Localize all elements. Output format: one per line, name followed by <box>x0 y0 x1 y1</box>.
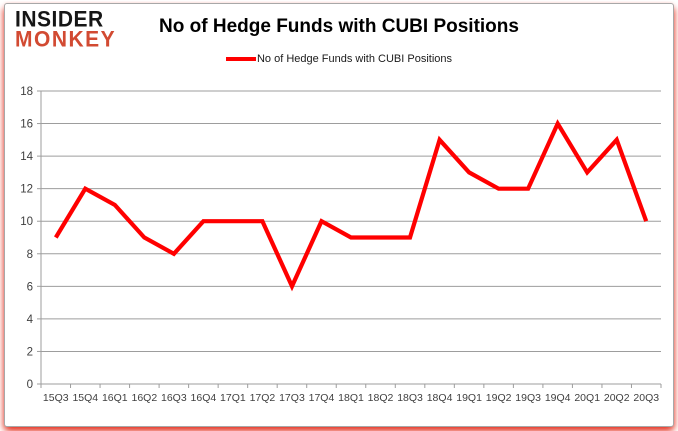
chart-title: No of Hedge Funds with CUBI Positions <box>159 16 519 37</box>
y-axis-label: 10 <box>20 216 33 228</box>
x-axis-label: 16Q3 <box>161 392 187 404</box>
x-axis-label: 18Q1 <box>338 392 364 404</box>
y-axis-label: 0 <box>27 379 33 391</box>
x-axis-label: 19Q2 <box>486 392 512 404</box>
x-axis-label: 20Q3 <box>633 392 659 404</box>
y-axis-label: 6 <box>27 281 33 293</box>
x-axis-label: 17Q1 <box>220 392 246 404</box>
x-axis-label: 16Q4 <box>191 392 217 404</box>
x-axis-label: 18Q2 <box>368 392 394 404</box>
y-axis-label: 16 <box>20 119 33 131</box>
legend-label: No of Hedge Funds with CUBI Positions <box>256 53 453 65</box>
data-line <box>54 119 649 292</box>
y-axis-label: 4 <box>27 314 34 326</box>
x-axis-label: 19Q4 <box>545 392 571 404</box>
x-axis-label: 17Q4 <box>309 392 335 404</box>
x-axis-label: 20Q2 <box>604 392 630 404</box>
x-axis-label: 18Q3 <box>397 392 423 404</box>
x-axis-label: 20Q1 <box>574 392 600 404</box>
x-axis-label: 15Q4 <box>72 392 98 404</box>
x-axis-label: 19Q1 <box>456 392 482 404</box>
x-axis-label: 16Q1 <box>102 392 128 404</box>
y-axis-label: 18 <box>20 86 33 98</box>
x-axis-label: 17Q2 <box>250 392 276 404</box>
y-axis-label: 8 <box>27 249 33 261</box>
chart-card: INSIDER MONKEY No of Hedge Funds with CU… <box>4 3 674 427</box>
x-axis-label: 19Q3 <box>515 392 541 404</box>
x-axis-label: 15Q3 <box>43 392 69 404</box>
y-axis-label: 2 <box>27 346 33 358</box>
x-axis-label: 17Q3 <box>279 392 305 404</box>
y-axis-label: 12 <box>20 184 33 196</box>
legend-line-swatch <box>225 57 256 61</box>
logo-line1: INSIDER <box>15 7 104 32</box>
x-axis-label: 16Q2 <box>131 392 157 404</box>
x-axis-label: 18Q4 <box>427 392 453 404</box>
legend: No of Hedge Funds with CUBI Positions <box>5 53 673 65</box>
logo-line2: MONKEY <box>15 27 117 52</box>
insider-monkey-logo: INSIDER MONKEY <box>15 7 117 52</box>
y-axis-label: 14 <box>20 151 33 163</box>
